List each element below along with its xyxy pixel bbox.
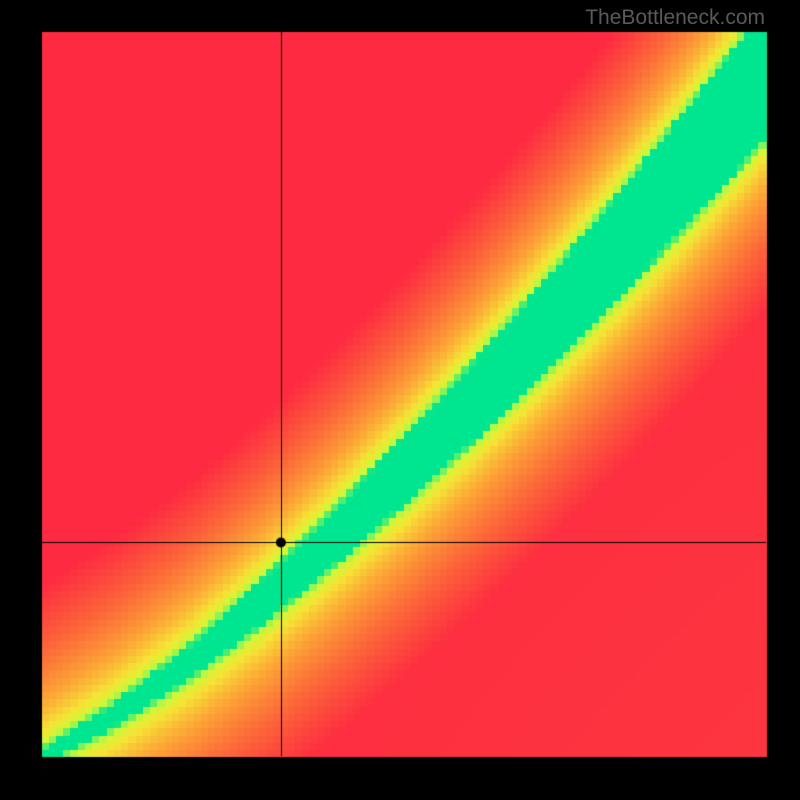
chart-container: TheBottleneck.com [0, 0, 800, 800]
bottleneck-heatmap [0, 0, 800, 800]
source-watermark: TheBottleneck.com [585, 6, 765, 30]
